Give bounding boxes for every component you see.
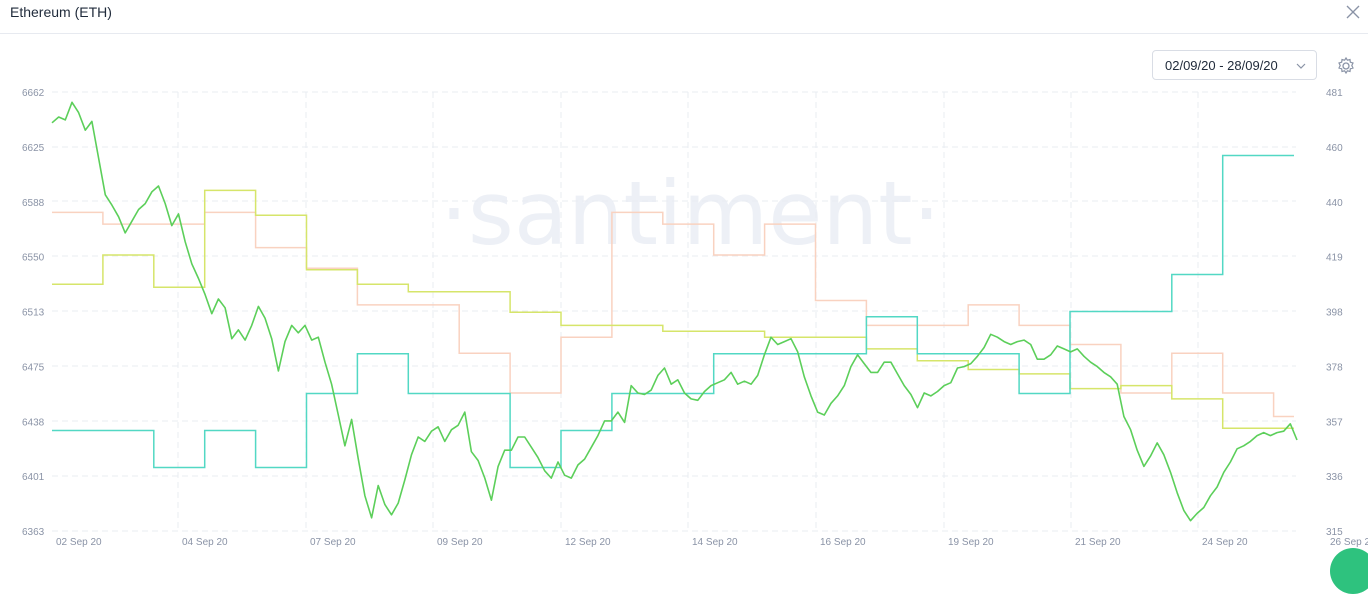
chat-bubble-icon[interactable] xyxy=(1330,548,1368,594)
gear-icon[interactable] xyxy=(1336,56,1356,76)
x-axis-tick: 16 Sep 20 xyxy=(820,537,866,548)
x-axis-tick: 02 Sep 20 xyxy=(56,537,102,548)
x-axis-tick: 26 Sep 20 xyxy=(1330,537,1368,548)
y-axis-left-tick: 6475 xyxy=(22,362,45,373)
y-axis-left-tick: 6513 xyxy=(22,308,45,319)
y-axis-left-tick: 6401 xyxy=(22,472,45,483)
y-axis-left-tick: 6662 xyxy=(22,88,45,99)
chart-title: Ethereum (ETH) xyxy=(10,4,112,20)
y-axis-left-tick: 6438 xyxy=(22,417,45,428)
y-axis-right-tick: 440 xyxy=(1326,198,1343,209)
x-axis-tick: 09 Sep 20 xyxy=(437,537,483,548)
watermark: ·santiment· xyxy=(440,162,941,265)
y-axis-right-tick: 357 xyxy=(1326,417,1343,428)
y-axis-right-tick: 419 xyxy=(1326,253,1343,264)
x-axis-tick: 24 Sep 20 xyxy=(1202,537,1248,548)
y-axis-right-tick: 481 xyxy=(1326,88,1343,99)
header: Ethereum (ETH) xyxy=(0,0,1368,34)
x-axis-tick: 07 Sep 20 xyxy=(310,537,356,548)
x-axis-tick: 19 Sep 20 xyxy=(948,537,994,548)
close-icon[interactable] xyxy=(1344,3,1362,21)
y-axis-right-tick: 378 xyxy=(1326,362,1343,373)
x-axis-tick: 21 Sep 20 xyxy=(1075,537,1121,548)
y-axis-left-tick: 6550 xyxy=(22,253,45,264)
x-axis-tick: 14 Sep 20 xyxy=(692,537,738,548)
price-chart[interactable]: ·santiment· 6363 6401 6438 6475 6513 6550 6588… xyxy=(0,0,1368,557)
chevron-down-icon xyxy=(1296,63,1306,69)
date-range-label: 02/09/20 - 28/09/20 xyxy=(1165,57,1278,73)
y-axis-left-tick: 6363 xyxy=(22,527,45,538)
y-axis-left-tick: 6588 xyxy=(22,198,45,209)
date-range-picker[interactable]: 02/09/20 - 28/09/20 xyxy=(1152,50,1317,80)
y-axis-right-tick: 315 xyxy=(1326,527,1343,538)
x-axis-tick: 04 Sep 20 xyxy=(182,537,228,548)
x-axis-tick: 12 Sep 20 xyxy=(565,537,611,548)
y-axis-right-tick: 336 xyxy=(1326,472,1343,483)
y-axis-right-tick: 460 xyxy=(1326,143,1343,154)
y-axis-left-tick: 6625 xyxy=(22,143,45,154)
series-line-yellow xyxy=(52,189,1294,429)
y-axis-right-tick: 398 xyxy=(1326,308,1343,319)
series-line-price xyxy=(51,101,1298,522)
